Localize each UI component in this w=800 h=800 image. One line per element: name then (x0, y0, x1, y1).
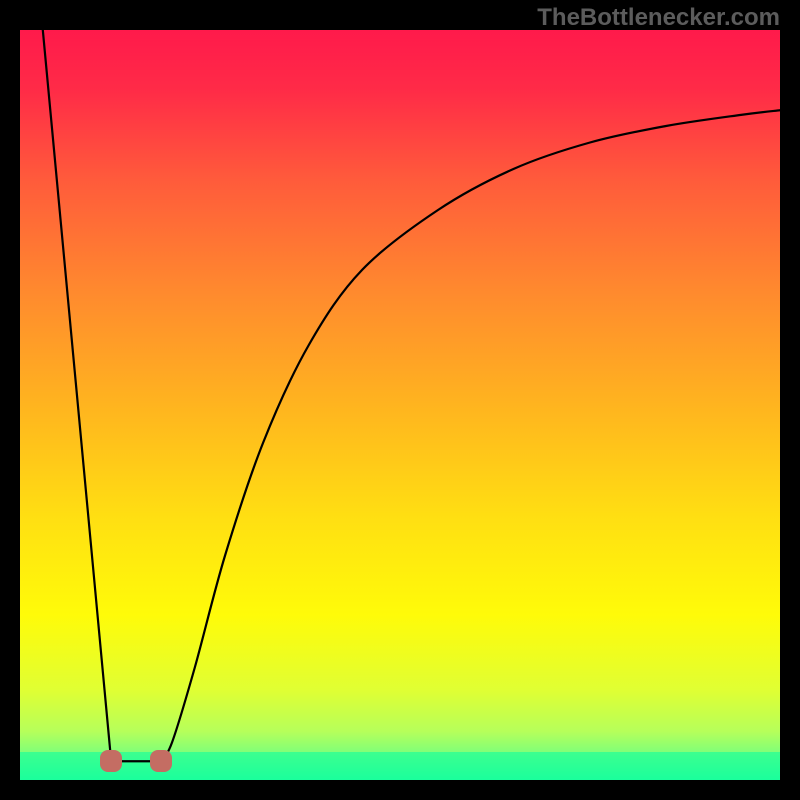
plot-area (20, 30, 780, 780)
chart-frame: TheBottlenecker.com (0, 0, 800, 800)
valley-marker-2 (150, 750, 172, 772)
attribution-label: TheBottlenecker.com (537, 4, 780, 32)
bottleneck-curve (20, 30, 780, 780)
valley-marker-1 (100, 750, 122, 772)
curve-path (43, 30, 780, 761)
